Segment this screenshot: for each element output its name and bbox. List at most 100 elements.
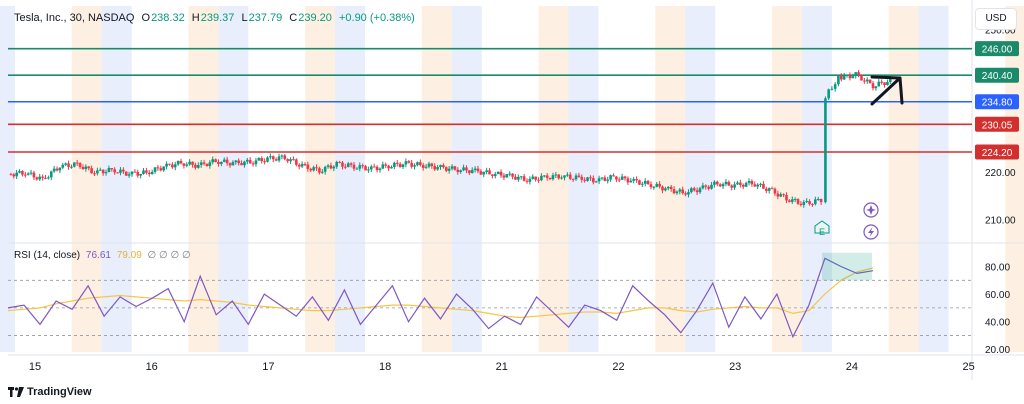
candle-body: [597, 178, 601, 182]
candle-body: [358, 165, 362, 169]
candle-body: [528, 178, 532, 182]
candle-body: [271, 156, 275, 160]
trend-arrow[interactable]: [870, 75, 904, 106]
afterhours-band: [421, 6, 456, 352]
candle-body: [165, 163, 168, 167]
candle-body: [231, 162, 235, 166]
candle-body: [577, 175, 581, 177]
rsi-label[interactable]: RSI (14, close): [14, 250, 81, 261]
rsi-tick-label: 20.00: [985, 345, 1010, 356]
candle-body: [64, 163, 67, 165]
time-tick-label: 16: [146, 361, 158, 373]
rsi-tick-label: 40.00: [985, 318, 1010, 329]
candle-body: [173, 164, 177, 168]
axes: 210.00 220.00 250.00 20.00 40.00 60.00 80.00 15…: [29, 26, 1016, 373]
afterhours-band: [305, 6, 340, 352]
candle-body: [799, 203, 803, 205]
afterhours-band: [538, 6, 573, 352]
candle-body: [309, 168, 313, 171]
candle-body: [874, 86, 878, 89]
candle-body: [398, 163, 402, 167]
candle-body: [646, 181, 650, 185]
candle-body: [9, 174, 13, 176]
candle-body: [424, 166, 428, 168]
candle-body: [545, 175, 549, 178]
candle-body: [505, 174, 509, 178]
candle-body: [292, 159, 295, 161]
open-value: 238.32: [151, 12, 185, 24]
horizontal-levels[interactable]: 246.00 240.40 234.80 230.05 224.20: [8, 41, 1019, 160]
grid-lines: [8, 0, 1024, 380]
candle-body: [698, 188, 702, 193]
level-label: 246.00: [982, 45, 1013, 56]
candle-body: [690, 188, 693, 193]
candle-body: [701, 185, 705, 189]
candle-body: [29, 172, 33, 174]
candle-body: [517, 176, 520, 180]
candle-body: [390, 166, 393, 169]
candle-body: [81, 167, 85, 170]
candle-body: [519, 176, 523, 178]
candle-body: [514, 176, 517, 180]
candle-body: [61, 164, 65, 168]
candle-body: [188, 161, 191, 165]
candle-body: [116, 172, 119, 174]
candle-body: [669, 186, 673, 190]
candle-body: [332, 166, 336, 169]
rsi-overbought-fill: [822, 252, 872, 281]
rsi-value: 76.61: [85, 250, 111, 261]
lightning-icon-bolt: [868, 227, 874, 237]
candle-body: [620, 176, 624, 180]
afterhours-band: [771, 6, 806, 352]
candle-body: [485, 170, 488, 172]
premarket-band: [451, 6, 482, 352]
candle-body: [704, 185, 708, 187]
candle-body: [612, 175, 615, 177]
candle-body: [145, 170, 148, 173]
candle-body: [191, 161, 194, 165]
candle-body: [136, 172, 140, 176]
candle-body: [439, 165, 442, 167]
premarket-band: [0, 6, 15, 352]
earnings-badge: [814, 220, 830, 234]
candle-body: [205, 163, 209, 166]
candle-body: [447, 168, 451, 171]
candle-body: [744, 182, 748, 187]
premarket-band: [335, 6, 366, 352]
candle-body: [623, 176, 627, 179]
candle-body: [274, 159, 278, 161]
tradingview-logo-icon: [8, 387, 24, 397]
currency-button[interactable]: USD: [975, 8, 1017, 30]
candle-body: [352, 164, 356, 169]
symbol-name[interactable]: Tesla, Inc., 30, NASDAQ: [14, 12, 135, 24]
candle-body: [93, 173, 96, 175]
candle-body: [427, 163, 431, 167]
candle-body: [830, 88, 834, 90]
candle-body: [548, 177, 552, 180]
candle-body: [416, 162, 419, 166]
rsi-empty-values: ∅ ∅ ∅ ∅: [147, 250, 191, 261]
candle-body: [217, 161, 220, 164]
candle-body: [765, 188, 768, 191]
candle-body: [459, 170, 462, 172]
afterhours-band: [71, 6, 106, 352]
time-tick-label: 25: [962, 361, 974, 373]
candle-body: [741, 184, 745, 187]
candle-body: [70, 166, 73, 168]
candle-body: [594, 181, 598, 183]
event-markers[interactable]: E: [814, 202, 879, 240]
candle-body: [329, 165, 333, 169]
low-value: 237.79: [248, 12, 283, 24]
high-value: 239.37: [200, 12, 235, 24]
candle-body: [491, 174, 494, 177]
candle-body: [263, 161, 266, 163]
tradingview-logo[interactable]: TradingView: [8, 386, 92, 398]
candle-body: [107, 167, 111, 173]
rsi-line: [7, 257, 874, 339]
candle-body: [695, 190, 699, 193]
candle-body: [372, 166, 376, 168]
candle-body: [113, 169, 116, 173]
price-tick-label: 210.00: [985, 215, 1016, 226]
candle-body: [819, 198, 823, 203]
